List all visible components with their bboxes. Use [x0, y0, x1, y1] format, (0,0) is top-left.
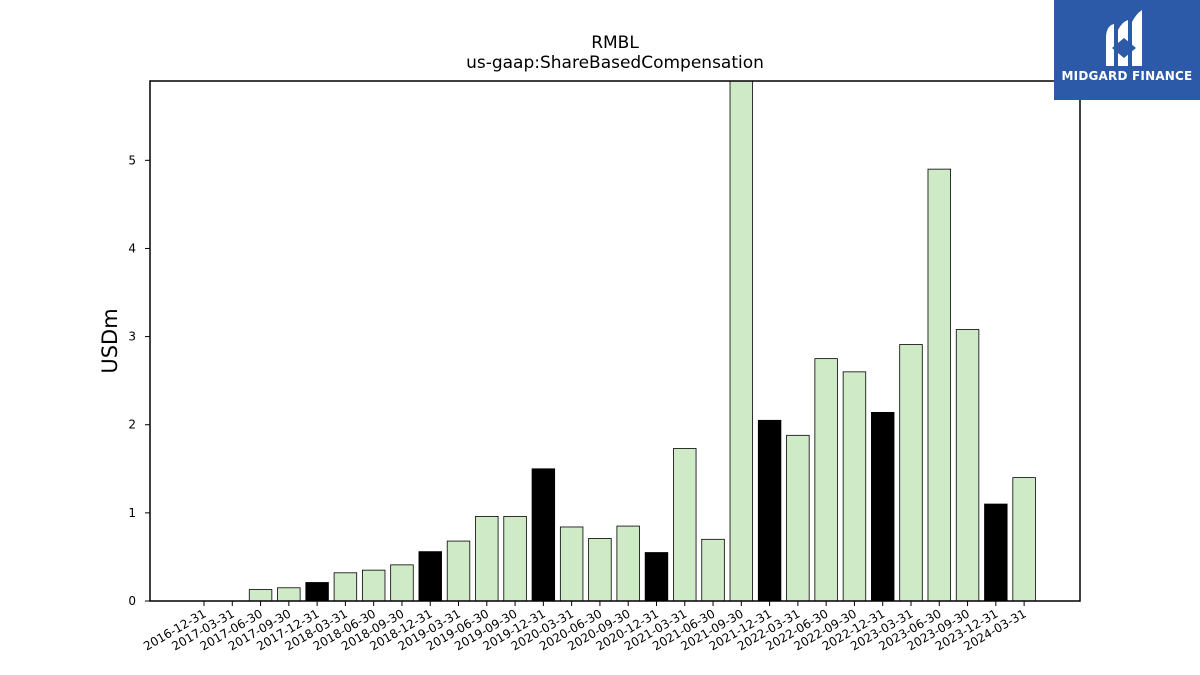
- bar-2017-12-31: [305, 582, 329, 602]
- y-tick-label: 4: [128, 241, 136, 255]
- bar-2021-09-30: [729, 80, 754, 602]
- bar-2019-09-30: [503, 515, 527, 602]
- bar-2018-06-30: [361, 569, 386, 602]
- bar-2019-12-31: [531, 468, 556, 602]
- bar-2020-09-30: [616, 525, 640, 602]
- y-tick-label: 5: [128, 153, 136, 167]
- bar-2021-03-31: [673, 448, 697, 602]
- bar-2023-03-31: [899, 344, 923, 602]
- y-tick-label: 0: [128, 594, 136, 608]
- bar-2017-09-30: [277, 587, 301, 602]
- bar-2021-12-31: [757, 419, 782, 602]
- bar-2020-06-30: [588, 538, 612, 602]
- bar-2022-06-30: [814, 358, 838, 602]
- bar-2022-09-30: [842, 371, 867, 602]
- bar-2022-12-31: [871, 411, 895, 602]
- x-ticks-group: 2016-12-312017-03-312017-06-302017-09-30…: [141, 601, 1029, 653]
- plot-frame: [149, 80, 1081, 602]
- chart-title: RMBL: [591, 33, 639, 53]
- bars-group: [248, 80, 1036, 602]
- chart-subtitle: us-gaap:ShareBasedCompensation: [466, 53, 764, 73]
- bar-2020-12-31: [644, 552, 669, 602]
- logo-mark-icon: [1106, 10, 1142, 66]
- bar-2022-03-31: [786, 434, 810, 602]
- bar-2023-12-31: [984, 503, 1008, 602]
- y-tick-label: 1: [128, 506, 136, 520]
- y-tick-label: 2: [128, 418, 136, 432]
- bar-2019-03-31: [446, 540, 471, 602]
- bar-2017-06-30: [248, 589, 273, 602]
- bar-2023-06-30: [927, 168, 951, 602]
- bar-2018-03-31: [333, 572, 358, 602]
- y-tick-label: 3: [128, 330, 136, 344]
- bar-2024-03-31: [1012, 477, 1036, 602]
- bar-2023-09-30: [955, 329, 980, 602]
- bar-2018-12-31: [418, 551, 442, 602]
- bar-2021-06-30: [701, 538, 725, 602]
- bar-2018-09-30: [390, 564, 414, 602]
- logo-text: MIDGARD FINANCE: [1061, 69, 1193, 83]
- bar-2020-03-31: [559, 526, 584, 602]
- y-axis-label: USDm: [98, 308, 122, 373]
- midgard-finance-logo: MIDGARD FINANCE: [1054, 0, 1200, 100]
- bar-2019-06-30: [475, 515, 499, 602]
- y-ticks-group: 0 1 2 3 4 5: [128, 153, 150, 608]
